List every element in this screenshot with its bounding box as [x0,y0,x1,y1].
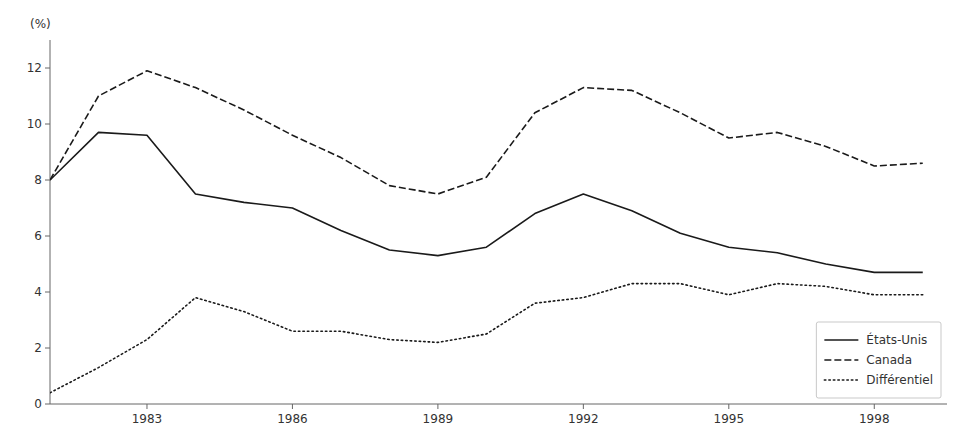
x-tick [146,404,147,409]
x-tick-label: 1998 [859,412,890,426]
y-tick-label: 8 [34,173,42,187]
series-line [50,71,923,194]
x-axis-line [50,404,947,405]
chart: 0 2 4 6 8 10 12 1983 1986 1989 1992 1995 1998 (%) État… [0,0,969,440]
legend-label: États-Unis [866,332,927,347]
legend-handle [824,379,858,381]
x-tick-label: 1995 [714,412,745,426]
y-tick [45,124,50,125]
legend: États-Unis Canada Différentiel [816,322,941,398]
x-tick-label: 1989 [423,412,454,426]
y-tick [45,292,50,293]
y-tick-label: 4 [34,285,42,299]
x-tick-label: 1986 [277,412,308,426]
legend-label: Canada [866,353,912,367]
legend-label: Différentiel [866,373,933,387]
series-line [50,284,923,393]
y-tick-label: 10 [27,117,42,131]
y-tick-label: 0 [34,397,42,411]
x-tick [437,404,438,409]
y-tick [45,348,50,349]
y-tick [45,180,50,181]
y-tick [45,68,50,69]
y-tick-label: 2 [34,341,42,355]
x-tick [292,404,293,409]
y-tick-label: 12 [27,61,42,75]
x-tick [728,404,729,409]
x-tick-label: 1983 [132,412,163,426]
legend-handle [824,359,858,361]
series-line [50,132,923,272]
y-axis-line [50,40,51,404]
plot-area [50,71,923,393]
y-tick-label: 6 [34,229,42,243]
x-tick [583,404,584,409]
y-tick [45,236,50,237]
y-tick [45,404,50,405]
legend-handle [824,339,858,341]
x-tick-label: 1992 [568,412,599,426]
y-axis-label: (%) [30,17,51,31]
x-tick [874,404,875,409]
legend-box [816,322,941,398]
